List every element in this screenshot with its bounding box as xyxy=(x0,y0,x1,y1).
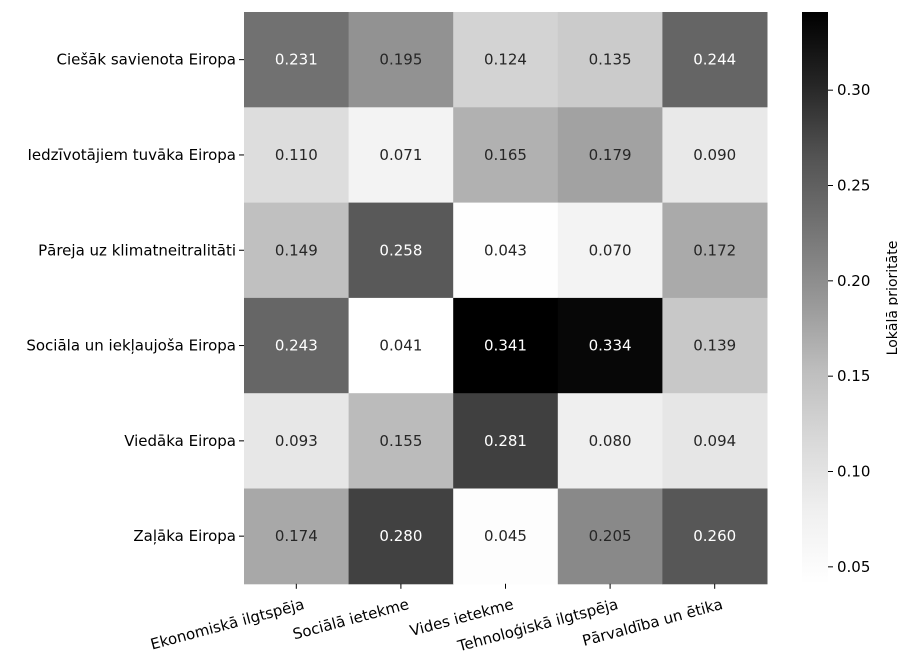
cell-value-label: 0.110 xyxy=(275,146,318,164)
heatmap-cell xyxy=(662,12,768,108)
cell-value-label: 0.179 xyxy=(589,146,632,164)
cell-value-label: 0.341 xyxy=(484,337,527,355)
heatmap-cell xyxy=(348,202,454,299)
cell-value-label: 0.041 xyxy=(379,337,422,355)
heatmap-cell xyxy=(244,393,350,489)
heatmap-cell xyxy=(662,202,768,299)
row-label: Iedzīvotājiem tuvāka Eiropa xyxy=(28,146,237,164)
colorbar-tick-label: 0.30 xyxy=(837,81,870,99)
row-label: Sociāla un iekļaujoša Eiropa xyxy=(26,337,236,355)
colorbar-tick-label: 0.05 xyxy=(837,558,870,576)
cell-value-label: 0.094 xyxy=(693,432,736,450)
colorbar-tick-label: 0.15 xyxy=(837,367,870,385)
cell-value-label: 0.165 xyxy=(484,146,527,164)
heatmap-cell xyxy=(662,488,768,585)
heatmap-cell xyxy=(662,297,768,394)
cell-value-label: 0.281 xyxy=(484,432,527,450)
row-label: Zaļāka Eiropa xyxy=(133,527,236,545)
cell-value-label: 0.139 xyxy=(693,337,736,355)
row-labels: Ciešāk savienota Eiropa Iedzīvotājiem tuv… xyxy=(26,51,244,545)
heatmap-cell xyxy=(453,12,559,108)
heatmap-cell xyxy=(244,12,350,108)
heatmap-cell xyxy=(662,107,768,204)
heatmap-cells: 0.231 0.195 0.124 0.135 0.244 0.110 0.071 0.165… xyxy=(244,12,768,585)
colorbar-label: Lokālā prioritāte xyxy=(885,241,898,356)
cell-value-label: 0.124 xyxy=(484,51,527,69)
colorbar-tick-label: 0.25 xyxy=(837,177,870,195)
row-label: Viedāka Eiropa xyxy=(124,432,236,450)
cell-value-label: 0.093 xyxy=(275,432,318,450)
heatmap-cell xyxy=(557,393,663,489)
heatmap-cell xyxy=(244,202,350,299)
cell-value-label: 0.135 xyxy=(589,51,632,69)
colorbar-tick-label: 0.10 xyxy=(837,463,870,481)
heatmap-cell xyxy=(453,393,559,489)
cell-value-label: 0.244 xyxy=(693,51,736,69)
heatmap-cell xyxy=(348,107,454,204)
heatmap-cell xyxy=(453,297,559,394)
heatmap-cell xyxy=(453,202,559,299)
cell-value-label: 0.205 xyxy=(589,527,632,545)
cell-value-label: 0.080 xyxy=(589,432,632,450)
cell-value-label: 0.155 xyxy=(379,432,422,450)
row-label: Ciešāk savienota Eiropa xyxy=(56,51,236,69)
heatmap-cell xyxy=(557,297,663,394)
cell-value-label: 0.090 xyxy=(693,146,736,164)
row-label: Pāreja uz klimatneitralitāti xyxy=(38,241,236,259)
heatmap-cell xyxy=(557,202,663,299)
cell-value-label: 0.258 xyxy=(379,241,422,259)
heatmap-cell xyxy=(557,107,663,204)
colorbar-tick-label: 0.20 xyxy=(837,272,870,290)
heatmap-cell xyxy=(348,297,454,394)
heatmap-cell xyxy=(244,297,350,394)
heatmap-cell xyxy=(348,12,454,108)
cell-value-label: 0.045 xyxy=(484,527,527,545)
column-label: Ekonomiskā ilgtspēja xyxy=(149,595,307,653)
colorbar-gradient xyxy=(802,12,828,584)
cell-value-label: 0.243 xyxy=(275,337,318,355)
heatmap-cell xyxy=(557,12,663,108)
heatmap-cell xyxy=(244,107,350,204)
cell-value-label: 0.070 xyxy=(589,241,632,259)
cell-value-label: 0.149 xyxy=(275,241,318,259)
heatmap-cell xyxy=(662,393,768,489)
heatmap-cell xyxy=(453,107,559,204)
colorbar-ticks: 0.05 0.10 0.15 0.20 0.25 0.30 xyxy=(828,81,870,576)
heatmap-cell xyxy=(557,488,663,585)
cell-value-label: 0.260 xyxy=(693,527,736,545)
heatmap-cell xyxy=(348,488,454,585)
cell-value-label: 0.231 xyxy=(275,51,318,69)
cell-value-label: 0.174 xyxy=(275,527,318,545)
cell-value-label: 0.172 xyxy=(693,241,736,259)
cell-value-label: 0.280 xyxy=(379,527,422,545)
heatmap-cell xyxy=(244,488,350,585)
cell-value-label: 0.195 xyxy=(379,51,422,69)
cell-value-label: 0.071 xyxy=(379,146,422,164)
column-label: Sociālā ietekme xyxy=(291,595,411,643)
colorbar: 0.05 0.10 0.15 0.20 0.25 0.30 Lokālā prioritā… xyxy=(802,12,898,584)
cell-value-label: 0.043 xyxy=(484,241,527,259)
heatmap-cell xyxy=(348,393,454,489)
cell-value-label: 0.334 xyxy=(589,337,632,355)
heatmap-cell xyxy=(453,488,559,585)
